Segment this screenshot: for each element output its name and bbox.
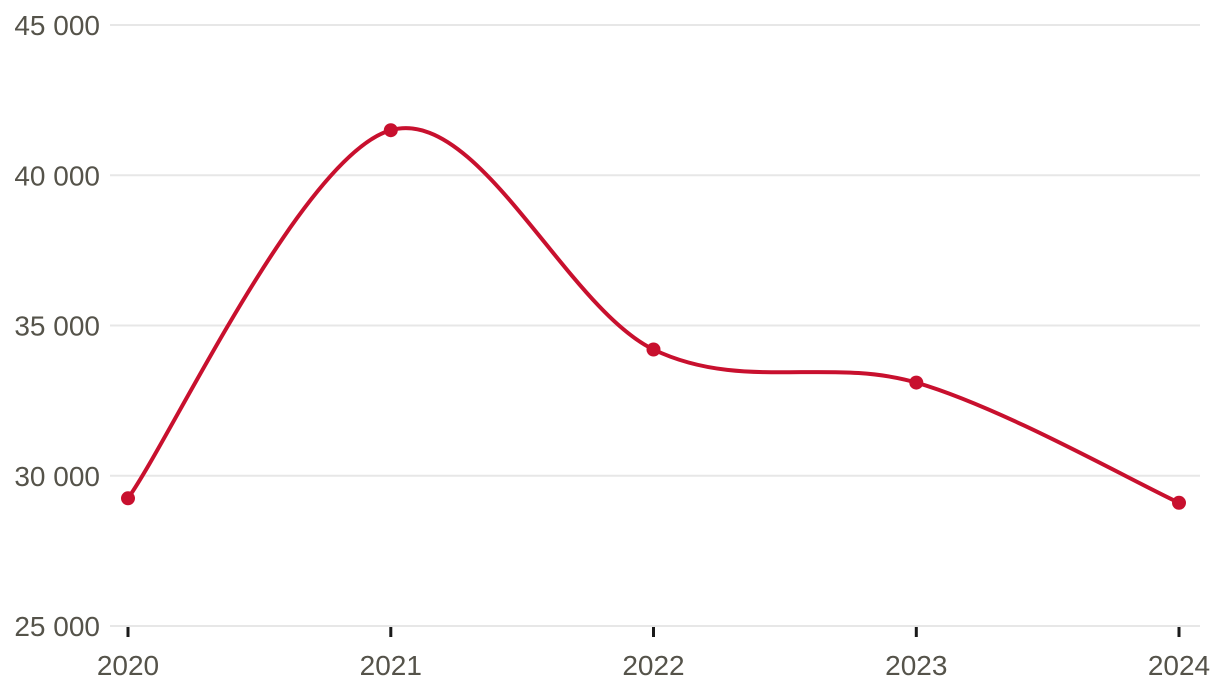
x-axis-label: 2020 [97,650,159,681]
data-point-marker[interactable] [646,342,661,357]
series-line [126,126,1181,505]
data-point-marker[interactable] [121,491,135,506]
x-axis-label: 2024 [1148,650,1210,681]
y-axis-label: 25 000 [14,611,100,642]
x-axis-label: 2021 [360,650,422,681]
data-point-marker[interactable] [909,375,924,390]
y-axis-label: 30 000 [14,461,100,492]
x-axis-label: 2022 [622,650,684,681]
data-point-marker[interactable] [1172,495,1186,510]
y-axis-label: 45 000 [14,10,100,41]
y-axis-label: 40 000 [14,160,100,191]
x-axis-label: 2023 [885,650,947,681]
y-axis-label: 35 000 [14,311,100,342]
data-point-marker[interactable] [383,123,398,138]
